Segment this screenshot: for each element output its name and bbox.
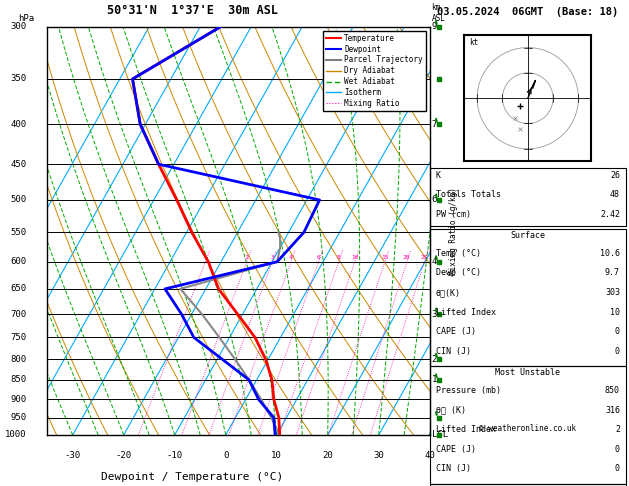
- Text: CIN (J): CIN (J): [435, 347, 470, 356]
- Text: CAPE (J): CAPE (J): [435, 445, 476, 454]
- Text: 500: 500: [10, 195, 26, 205]
- Text: 400: 400: [10, 120, 26, 129]
- Text: CAPE (J): CAPE (J): [435, 327, 476, 336]
- Text: 4: 4: [431, 257, 437, 266]
- Text: © weatheronline.co.uk: © weatheronline.co.uk: [479, 424, 576, 433]
- Text: 0: 0: [615, 445, 620, 454]
- Text: 2: 2: [615, 425, 620, 434]
- Text: Mixing Ratio (g/kg): Mixing Ratio (g/kg): [449, 187, 458, 275]
- Text: K: K: [435, 171, 440, 179]
- Text: 950: 950: [10, 413, 26, 422]
- Text: 1: 1: [203, 256, 207, 260]
- Text: km
ASL: km ASL: [431, 3, 445, 23]
- Text: 3: 3: [431, 310, 437, 318]
- Text: 7: 7: [431, 120, 437, 129]
- Text: hPa: hPa: [18, 14, 34, 23]
- Bar: [430, 229, 626, 366]
- Text: PW (cm): PW (cm): [435, 209, 470, 219]
- Text: 850: 850: [10, 375, 26, 384]
- Text: 350: 350: [10, 74, 26, 84]
- Text: Temp (°C): Temp (°C): [435, 249, 481, 258]
- Text: 48: 48: [610, 190, 620, 199]
- Legend: Temperature, Dewpoint, Parcel Trajectory, Dry Adiabat, Wet Adiabat, Isotherm, Mi: Temperature, Dewpoint, Parcel Trajectory…: [323, 31, 426, 111]
- Text: -30: -30: [65, 451, 81, 460]
- Text: Totals Totals: Totals Totals: [435, 190, 501, 199]
- Text: -10: -10: [167, 451, 183, 460]
- Text: 10: 10: [351, 256, 359, 260]
- Text: 26: 26: [610, 171, 620, 179]
- Text: 303: 303: [605, 288, 620, 297]
- Text: 9: 9: [431, 22, 437, 31]
- Text: 9.7: 9.7: [605, 268, 620, 278]
- Text: 25: 25: [420, 256, 428, 260]
- Text: 20: 20: [322, 451, 333, 460]
- Text: 300: 300: [10, 22, 26, 31]
- Text: 30: 30: [374, 451, 384, 460]
- Text: 2.42: 2.42: [600, 209, 620, 219]
- Text: 900: 900: [10, 395, 26, 404]
- Text: CIN (J): CIN (J): [435, 465, 470, 473]
- Text: 40: 40: [425, 451, 435, 460]
- Text: 6: 6: [431, 195, 437, 205]
- Text: 8: 8: [337, 256, 340, 260]
- Text: Most Unstable: Most Unstable: [495, 368, 560, 378]
- Text: 850: 850: [605, 386, 620, 395]
- Text: Pressure (mb): Pressure (mb): [435, 386, 501, 395]
- Text: 600: 600: [10, 257, 26, 266]
- Text: 0: 0: [615, 327, 620, 336]
- Text: Dewp (°C): Dewp (°C): [435, 268, 481, 278]
- Text: 550: 550: [10, 228, 26, 237]
- Bar: [430, 484, 626, 486]
- Text: 0: 0: [615, 465, 620, 473]
- Text: 3: 3: [270, 256, 274, 260]
- Text: 03.05.2024  06GMT  (Base: 18): 03.05.2024 06GMT (Base: 18): [437, 6, 618, 17]
- Text: Surface: Surface: [510, 231, 545, 240]
- Text: Dewpoint / Temperature (°C): Dewpoint / Temperature (°C): [101, 472, 284, 482]
- Text: 1000: 1000: [4, 431, 26, 439]
- Text: 650: 650: [10, 284, 26, 294]
- Text: 0: 0: [223, 451, 228, 460]
- Text: 2: 2: [245, 256, 248, 260]
- Text: 700: 700: [10, 310, 26, 318]
- Text: 316: 316: [605, 406, 620, 415]
- Text: 10: 10: [610, 308, 620, 317]
- Text: 10.6: 10.6: [600, 249, 620, 258]
- Text: 4: 4: [289, 256, 292, 260]
- Text: 6: 6: [316, 256, 320, 260]
- Text: Lifted Index: Lifted Index: [435, 308, 496, 317]
- Text: 0: 0: [615, 347, 620, 356]
- Text: θᴇ (K): θᴇ (K): [435, 406, 465, 415]
- Bar: [430, 366, 626, 484]
- Text: 50°31'N  1°37'E  30m ASL: 50°31'N 1°37'E 30m ASL: [107, 3, 278, 17]
- Text: 20: 20: [403, 256, 411, 260]
- Text: 800: 800: [10, 355, 26, 364]
- Text: 15: 15: [381, 256, 388, 260]
- Bar: [430, 168, 626, 226]
- Text: 450: 450: [10, 160, 26, 169]
- Text: 10: 10: [271, 451, 282, 460]
- Text: -20: -20: [116, 451, 131, 460]
- Text: Lifted Index: Lifted Index: [435, 425, 496, 434]
- Text: 1: 1: [431, 375, 437, 384]
- Text: 750: 750: [10, 333, 26, 342]
- Text: 2: 2: [431, 355, 437, 364]
- Text: LCL: LCL: [431, 431, 448, 439]
- Text: θᴀ(K): θᴀ(K): [435, 288, 460, 297]
